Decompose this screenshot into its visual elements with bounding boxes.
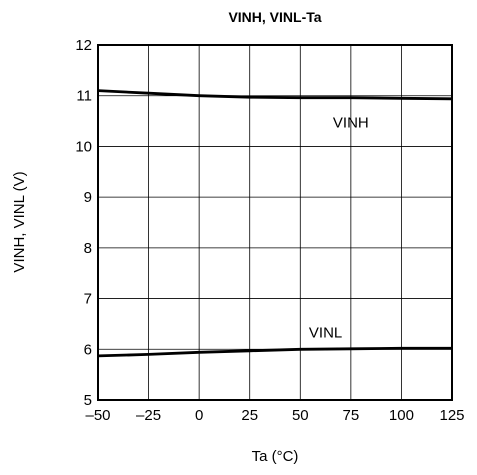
y-tick-labels: 5 6 7 8 9 10 11 12 [75, 37, 92, 409]
x-tick-label: 25 [241, 407, 258, 424]
grid [98, 45, 452, 400]
chart-title: VINH, VINL-Ta [228, 9, 321, 25]
x-axis-label: Ta (°C) [252, 448, 299, 465]
x-tick-label: –25 [136, 407, 161, 424]
y-tick-label: 5 [84, 392, 92, 409]
y-tick-label: 9 [84, 189, 92, 206]
x-tick-label: 100 [389, 407, 414, 424]
series-lines [97, 89, 453, 358]
y-tick-label: 12 [75, 37, 92, 54]
x-tick-label: 50 [292, 407, 309, 424]
series-label-vinl: VINL [309, 324, 342, 341]
plot-frame [97, 44, 453, 401]
y-tick-label: 10 [75, 138, 92, 155]
x-tick-label: –50 [85, 407, 110, 424]
series-line-vinh [97, 89, 453, 101]
x-tick-label: 125 [439, 407, 464, 424]
x-tick-label: 75 [343, 407, 360, 424]
series-labels: VINH VINL [309, 115, 369, 342]
x-tick-label: 0 [195, 407, 203, 424]
y-axis-label: VINH, VINL (V) [11, 171, 28, 272]
series-line-vinl [97, 346, 452, 358]
y-tick-label: 6 [84, 341, 92, 358]
x-tick-labels: –50 –25 0 25 50 75 100 125 [85, 407, 464, 424]
y-tick-label: 7 [84, 291, 92, 308]
y-tick-label: 8 [84, 240, 92, 257]
y-tick-label: 11 [76, 88, 92, 105]
series-label-vinh: VINH [333, 115, 369, 132]
